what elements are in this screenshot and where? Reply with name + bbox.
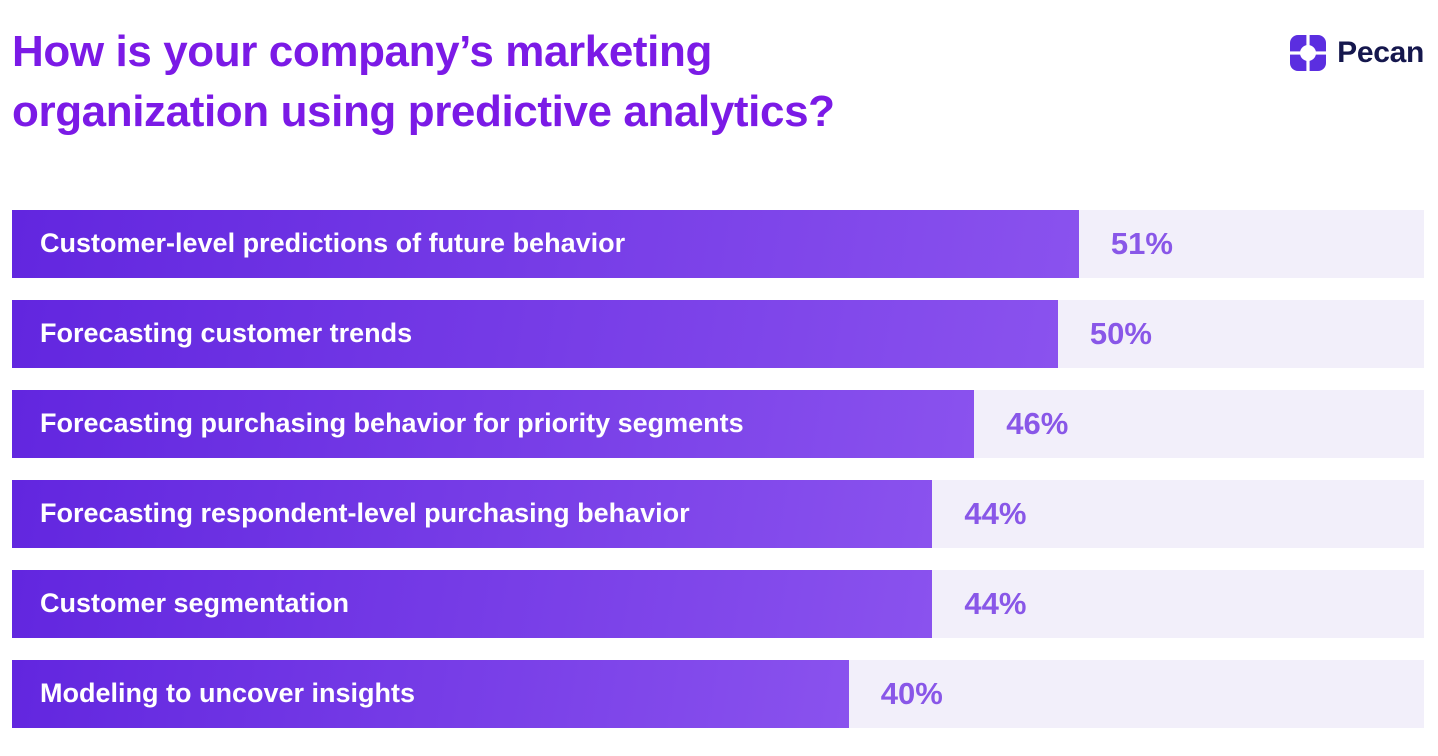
bar-chart: Customer-level predictions of future beh… (12, 209, 1424, 728)
brand-logo: Pecan (1289, 34, 1424, 72)
bar-row: Customer-level predictions of future beh… (12, 209, 1424, 278)
bar-fill: Customer segmentation (12, 569, 933, 638)
bar-fill: Forecasting purchasing behavior for prio… (12, 389, 975, 458)
bar-row: Forecasting purchasing behavior for prio… (12, 389, 1424, 458)
bar-fill: Modeling to uncover insights (12, 659, 849, 728)
bar-value: 44% (964, 585, 1027, 621)
bar-label: Forecasting purchasing behavior for prio… (40, 408, 744, 439)
bar-label: Modeling to uncover insights (40, 678, 416, 709)
bar-row: Forecasting respondent-level purchasing … (12, 479, 1424, 548)
bar-row: Customer segmentation 44% (12, 569, 1424, 638)
bar-label: Forecasting respondent-level purchasing … (40, 498, 690, 529)
bar-value: 46% (1006, 405, 1069, 441)
bar-value: 51% (1110, 225, 1173, 261)
bar-row: Forecasting customer trends 50% (12, 299, 1424, 368)
bar-value: 40% (880, 675, 943, 711)
header: How is your company’s marketing organiza… (12, 22, 1424, 142)
pecan-logo-icon (1289, 34, 1328, 72)
brand-name: Pecan (1337, 36, 1424, 69)
bar-row: Modeling to uncover insights 40% (12, 659, 1424, 728)
page-title: How is your company’s marketing organiza… (12, 27, 835, 136)
bar-label: Customer segmentation (40, 588, 350, 619)
bar-value: 50% (1089, 315, 1152, 351)
bar-fill: Customer-level predictions of future beh… (12, 209, 1079, 278)
bar-label: Forecasting customer trends (40, 318, 413, 349)
bar-value: 44% (964, 495, 1027, 531)
bar-fill: Forecasting customer trends (12, 299, 1058, 368)
bar-label: Customer-level predictions of future beh… (40, 228, 626, 259)
bar-fill: Forecasting respondent-level purchasing … (12, 479, 933, 548)
